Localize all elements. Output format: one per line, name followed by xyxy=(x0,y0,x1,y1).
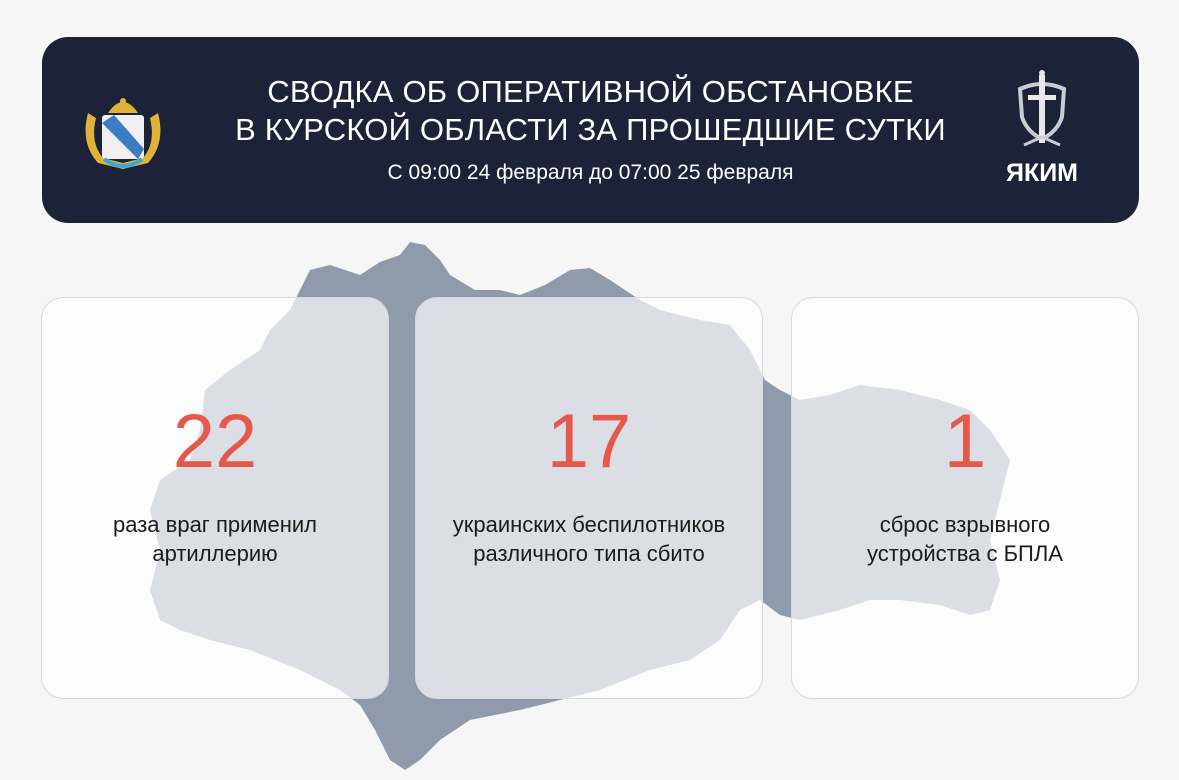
stat-description-line: сброс взрывного xyxy=(879,512,1051,537)
stat-value: 22 xyxy=(172,399,258,484)
stat-description: украинских беспилотников различного типа… xyxy=(416,510,762,568)
stat-description: сброс взрывного устройства с БПЛА xyxy=(792,510,1138,568)
stat-description-line: артиллерию xyxy=(152,541,278,566)
stat-card-drones: 17 украинских беспилотников различного т… xyxy=(415,297,763,699)
kursk-coat-of-arms-icon xyxy=(85,98,161,169)
stat-description-line: устройства с БПЛА xyxy=(867,541,1063,566)
title-line-1: СВОДКА ОБ ОПЕРАТИВНОЙ ОБСТАНОВКЕ xyxy=(267,74,914,109)
stat-description-line: различного типа сбито xyxy=(473,541,705,566)
stat-description-line: украинских беспилотников xyxy=(452,512,726,537)
stat-description-line: раза враг применил xyxy=(112,512,318,537)
sword-shield-icon xyxy=(1017,70,1067,147)
date-range: С 09:00 24 февраля до 07:00 25 февраля xyxy=(387,161,794,184)
stat-card-artillery: 22 раза враг применил артиллерию xyxy=(41,297,389,699)
stat-card-explosive-drop: 1 сброс взрывного устройства с БПЛА xyxy=(791,297,1139,699)
page-title: СВОДКА ОБ ОПЕРАТИВНОЙ ОБСТАНОВКЕ В КУРСК… xyxy=(192,73,989,149)
logo-text: ЯКИМ xyxy=(1005,159,1079,187)
stat-value: 1 xyxy=(943,399,987,484)
header-banner: СВОДКА ОБ ОПЕРАТИВНОЙ ОБСТАНОВКЕ В КУРСК… xyxy=(42,37,1139,223)
stat-value: 17 xyxy=(546,399,632,484)
stat-description: раза враг применил артиллерию xyxy=(42,510,388,568)
yakim-logo: ЯКИМ xyxy=(1002,67,1082,187)
title-line-2: В КУРСКОЙ ОБЛАСТИ ЗА ПРОШЕДШИЕ СУТКИ xyxy=(235,112,946,147)
